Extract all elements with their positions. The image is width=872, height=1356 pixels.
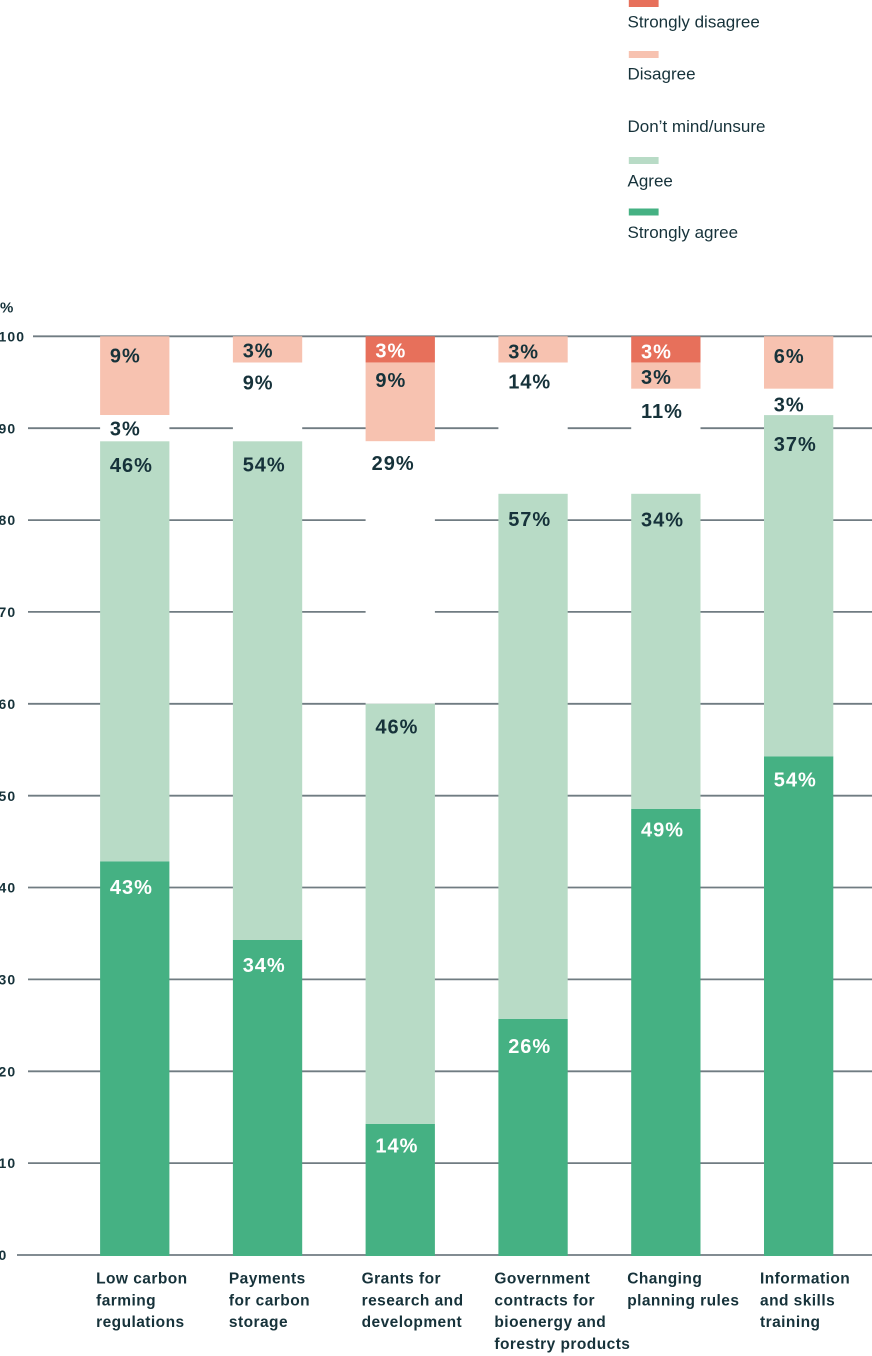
svg-text:3%: 3%: [641, 341, 672, 363]
svg-text:Disagree: Disagree: [628, 65, 696, 84]
svg-text:3%: 3%: [243, 340, 274, 362]
svg-text:10: 10: [0, 1155, 16, 1171]
svg-text:Don’t mind/unsure: Don’t mind/unsure: [628, 117, 766, 136]
svg-text:forestry products: forestry products: [494, 1336, 630, 1353]
svg-text:43%: 43%: [110, 877, 153, 899]
svg-text:for carbon: for carbon: [229, 1292, 310, 1309]
svg-text:14%: 14%: [375, 1136, 418, 1158]
svg-text:6%: 6%: [774, 346, 805, 368]
svg-text:bioenergy and: bioenergy and: [494, 1314, 606, 1331]
svg-text:training: training: [760, 1314, 820, 1331]
svg-text:50: 50: [0, 788, 16, 804]
svg-text:37%: 37%: [774, 434, 817, 456]
svg-text:100: 100: [0, 328, 25, 344]
svg-text:54%: 54%: [774, 770, 817, 792]
svg-text:34%: 34%: [641, 509, 684, 531]
svg-text:Strongly disagree: Strongly disagree: [628, 13, 760, 32]
svg-text:46%: 46%: [110, 455, 153, 477]
svg-text:contracts for: contracts for: [494, 1292, 595, 1309]
svg-text:Changing: Changing: [627, 1271, 702, 1288]
svg-text:Information: Information: [760, 1271, 850, 1288]
svg-text:Agree: Agree: [628, 172, 673, 191]
svg-text:9%: 9%: [375, 370, 406, 392]
svg-text:planning rules: planning rules: [627, 1292, 739, 1309]
svg-text:90: 90: [0, 420, 16, 436]
svg-text:34%: 34%: [243, 955, 286, 977]
svg-text:11%: 11%: [641, 401, 683, 423]
svg-text:farming: farming: [96, 1292, 156, 1309]
svg-text:Government: Government: [494, 1271, 590, 1288]
svg-text:and skills: and skills: [760, 1292, 835, 1309]
svg-text:Strongly agree: Strongly agree: [628, 223, 739, 242]
svg-text:development: development: [362, 1314, 463, 1331]
svg-text:9%: 9%: [110, 345, 141, 367]
svg-text:Payments: Payments: [229, 1271, 306, 1288]
svg-text:3%: 3%: [375, 340, 406, 362]
svg-text:research and: research and: [362, 1292, 464, 1309]
svg-text:26%: 26%: [508, 1036, 551, 1058]
svg-text:20: 20: [0, 1063, 16, 1079]
svg-text:Low carbon: Low carbon: [96, 1271, 187, 1288]
svg-text:0: 0: [0, 1247, 7, 1263]
svg-text:49%: 49%: [641, 820, 684, 842]
svg-text:80: 80: [0, 512, 16, 528]
svg-text:9%: 9%: [243, 373, 274, 395]
svg-text:regulations: regulations: [96, 1314, 185, 1331]
svg-text:57%: 57%: [508, 509, 551, 531]
svg-text:29%: 29%: [372, 453, 415, 475]
svg-text:3%: 3%: [508, 341, 539, 363]
svg-text:storage: storage: [229, 1314, 288, 1331]
svg-text:%: %: [0, 300, 13, 317]
svg-text:46%: 46%: [375, 716, 418, 738]
svg-text:3%: 3%: [110, 419, 141, 441]
svg-text:60: 60: [0, 696, 16, 712]
svg-text:14%: 14%: [508, 372, 551, 394]
svg-text:54%: 54%: [243, 455, 286, 477]
svg-text:70: 70: [0, 604, 16, 620]
svg-text:30: 30: [0, 972, 16, 988]
svg-text:3%: 3%: [641, 367, 672, 389]
svg-text:40: 40: [0, 880, 16, 896]
svg-text:3%: 3%: [774, 395, 805, 417]
svg-text:Grants for: Grants for: [362, 1271, 441, 1288]
